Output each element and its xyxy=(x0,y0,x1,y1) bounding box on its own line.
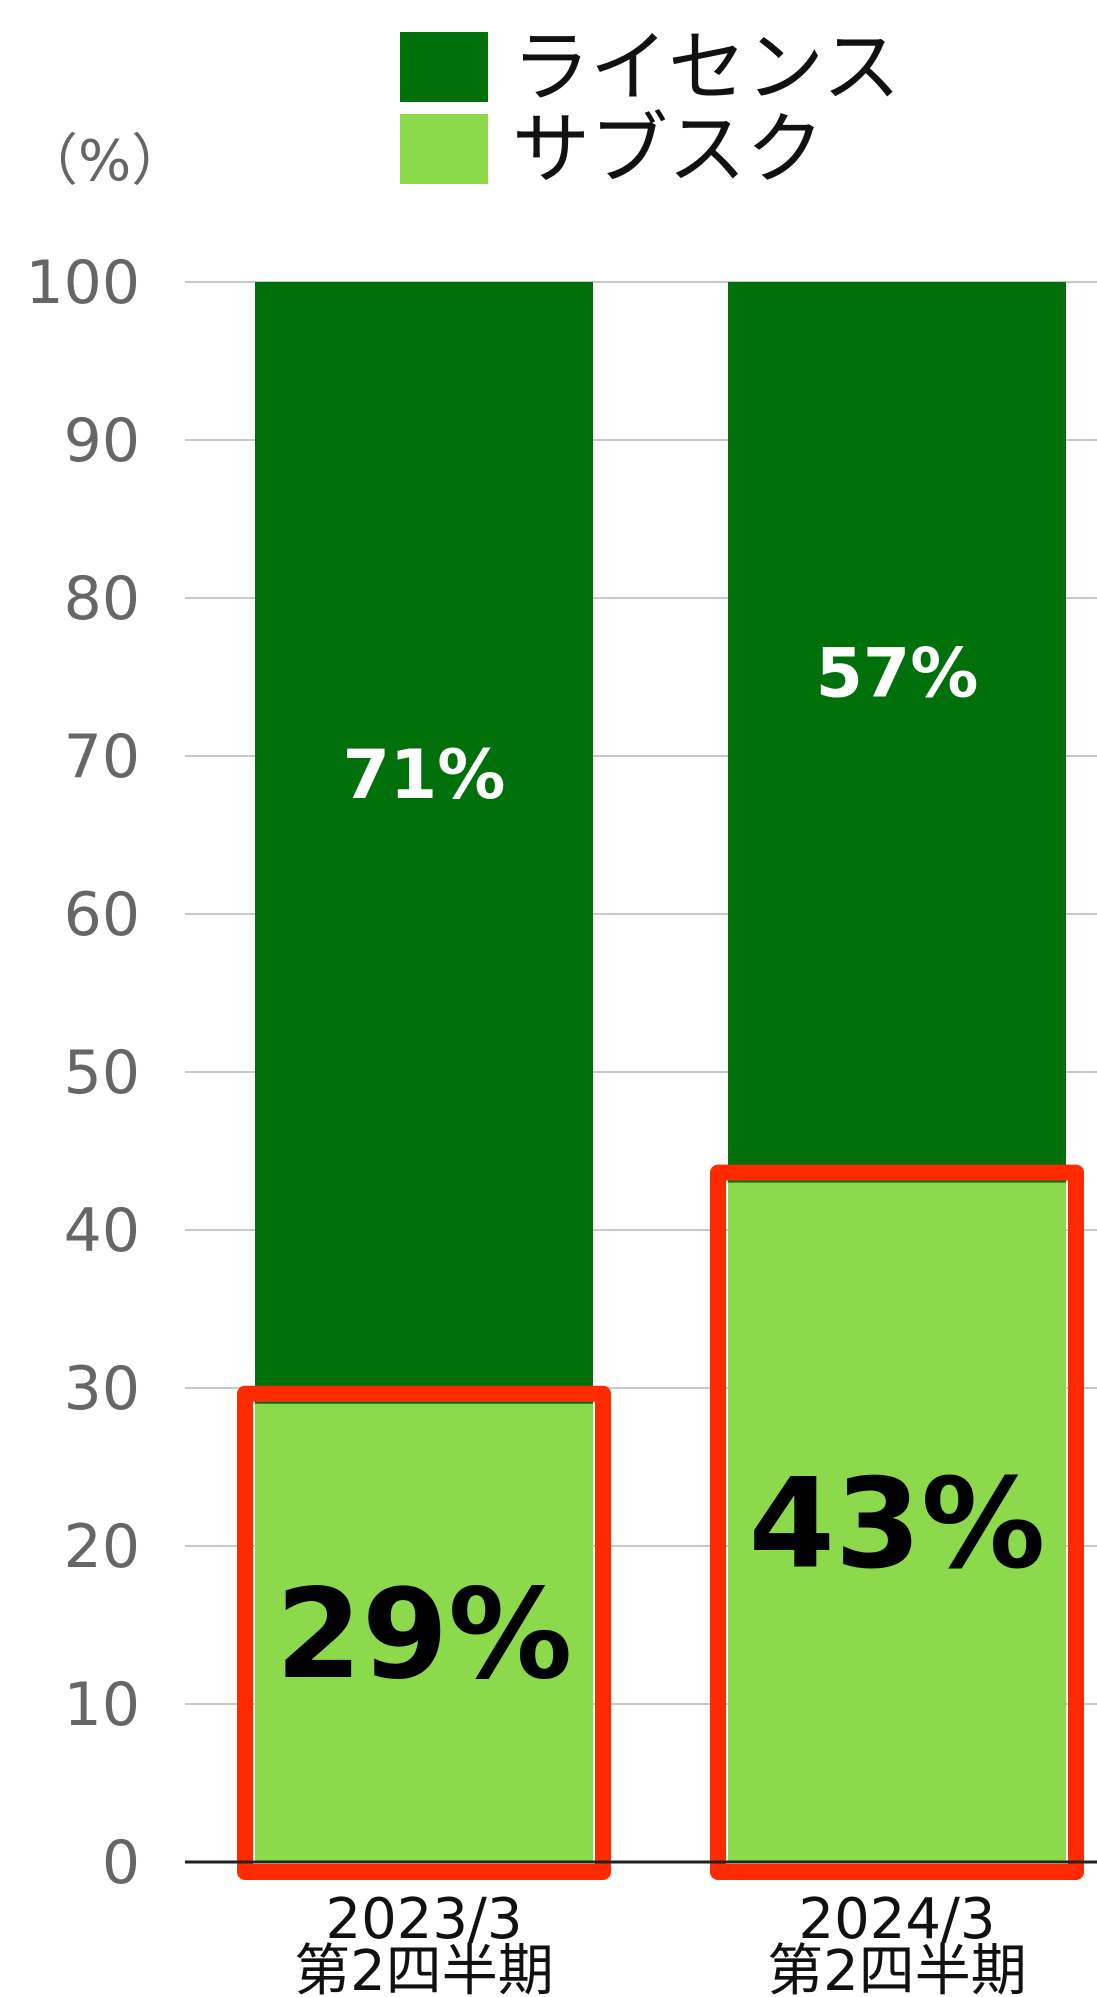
highlight-box xyxy=(237,1385,611,1881)
data-label: 57% xyxy=(816,634,979,713)
y-tick-label: 80 xyxy=(64,564,140,634)
bar-segment xyxy=(255,282,593,1404)
bars xyxy=(255,282,1066,1862)
bar-segment xyxy=(728,282,1066,1183)
bar-segment xyxy=(728,1182,1066,1862)
data-labels: 29% 71% 43% 57% xyxy=(276,634,1046,1707)
legend-label: サブスク xyxy=(512,105,824,195)
y-tick-label: 70 xyxy=(64,722,140,792)
y-unit-label: （%） xyxy=(22,129,187,194)
legend-swatch xyxy=(400,32,488,102)
data-label: 43% xyxy=(749,1452,1046,1596)
y-tick-label: 60 xyxy=(64,880,140,950)
y-tick-label: 90 xyxy=(64,406,140,476)
y-tick-label: 50 xyxy=(64,1038,140,1108)
x-tick-label: 第2四半期 xyxy=(294,1939,554,1997)
y-tick-label: 10 xyxy=(64,1670,140,1740)
y-tick-label: 20 xyxy=(64,1512,140,1582)
x-tick-label: 第2四半期 xyxy=(767,1939,1027,1997)
x-tick-label: 2024/3 xyxy=(798,1887,995,1952)
x-tick-label: 2023/3 xyxy=(325,1887,522,1952)
y-tick-label: 0 xyxy=(102,1828,140,1898)
data-label: 29% xyxy=(276,1563,573,1707)
highlight-box xyxy=(710,1164,1084,1880)
bar-segment xyxy=(255,1403,593,1862)
data-label: 71% xyxy=(343,736,506,815)
highlight-boxes xyxy=(237,1164,1084,1881)
legend-swatch xyxy=(400,114,488,184)
y-axis-ticks: 0 10 20 30 40 50 60 70 80 90 100 xyxy=(25,248,140,1898)
y-tick-label: 30 xyxy=(64,1354,140,1424)
y-tick-label: 40 xyxy=(64,1196,140,1266)
y-tick-label: 100 xyxy=(25,248,140,318)
legend-label: ライセンス xyxy=(512,23,900,113)
